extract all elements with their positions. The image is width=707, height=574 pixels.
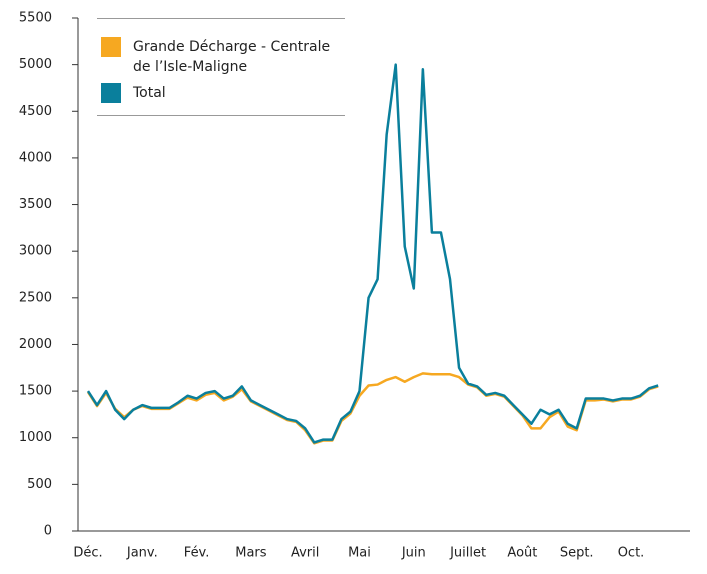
legend-item: Total xyxy=(97,83,345,103)
x-tick-label: Avril xyxy=(291,546,319,561)
x-tick-label: Mars xyxy=(235,546,267,561)
x-tick-label: Août xyxy=(507,546,537,561)
x-tick-label: Oct. xyxy=(618,546,645,561)
legend-label: Total xyxy=(133,85,166,101)
legend: Grande Décharge - Centrale de l’Isle-Mal… xyxy=(97,18,345,116)
series-line xyxy=(86,63,659,444)
legend-label: Grande Décharge - Centrale de l’Isle-Mal… xyxy=(133,39,331,75)
y-tick-label: 1000 xyxy=(19,430,52,445)
legend-swatch xyxy=(101,37,121,57)
y-tick-label: 5000 xyxy=(19,57,52,72)
legend-item: Grande Décharge - Centrale de l’Isle-Mal… xyxy=(97,37,345,77)
series-line xyxy=(86,372,659,445)
y-tick-label: 4000 xyxy=(19,150,52,165)
legend-swatch xyxy=(101,83,121,103)
y-tick-label: 2000 xyxy=(19,337,52,352)
y-tick-label: 3500 xyxy=(19,197,52,212)
legend-rule xyxy=(97,18,345,19)
y-tick-label: 500 xyxy=(27,477,52,492)
x-tick-label: Déc. xyxy=(73,546,102,561)
y-tick-label: 2500 xyxy=(19,290,52,305)
x-tick-label: Mai xyxy=(348,546,371,561)
y-tick-label: 5500 xyxy=(19,11,52,26)
x-tick-label: Sept. xyxy=(560,546,594,561)
y-tick-label: 0 xyxy=(44,524,52,539)
x-tick-label: Fév. xyxy=(184,546,210,561)
y-tick-label: 1500 xyxy=(19,384,52,399)
x-tick-label: Janv. xyxy=(126,546,158,561)
x-tick-label: Juillet xyxy=(449,546,486,561)
y-tick-label: 3000 xyxy=(19,244,52,259)
legend-rule xyxy=(97,115,345,116)
x-tick-label: Juin xyxy=(401,546,426,561)
y-tick-label: 4500 xyxy=(19,104,52,119)
